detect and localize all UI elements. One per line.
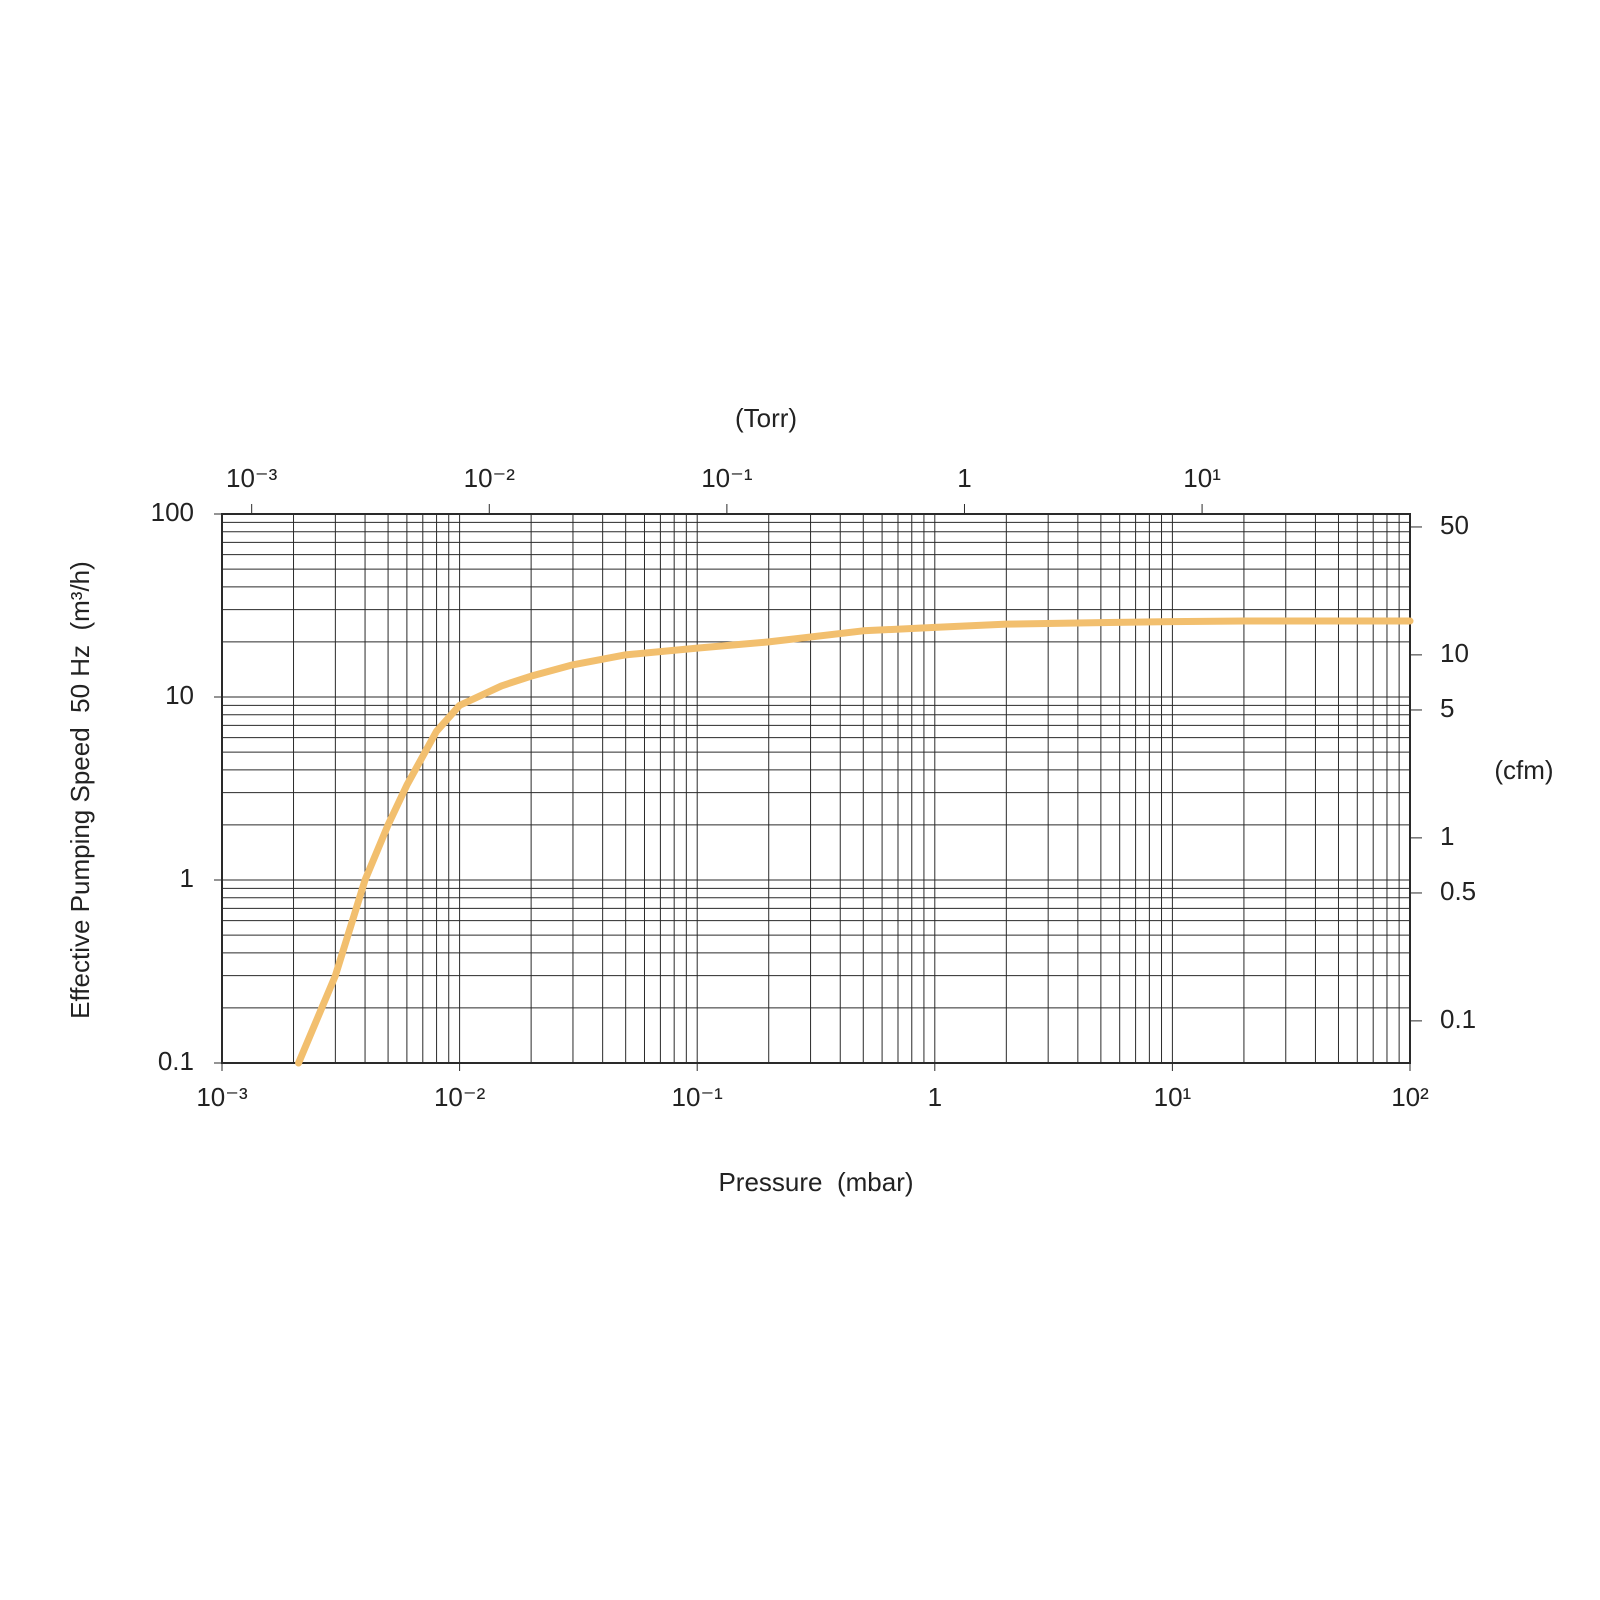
y-axis-label: Effective Pumping Speed 50 Hz (m³/h) (65, 561, 95, 1019)
y2-tick-label: 10 (1440, 638, 1469, 668)
x-tick-label: 10⁻² (434, 1082, 486, 1112)
x2-tick-label: 10⁻³ (226, 463, 278, 493)
y2-tick-label: 50 (1440, 510, 1469, 540)
x2-axis-label: (Torr) (735, 403, 797, 433)
x-tick-label: 10² (1391, 1082, 1429, 1112)
y-tick-label: 100 (151, 497, 194, 527)
data-line (295, 617, 1414, 1067)
y2-tick-label: 5 (1440, 693, 1454, 723)
y2-tick-label: 0.5 (1440, 876, 1476, 906)
x-tick-label: 10⁻³ (196, 1082, 248, 1112)
x2-tick-label: 10⁻¹ (701, 463, 753, 493)
x-axis-label: Pressure (mbar) (718, 1167, 913, 1197)
x2-tick-label: 10¹ (1183, 463, 1221, 493)
x2-tick-label: 1 (957, 463, 971, 493)
y-tick-label: 1 (180, 863, 194, 893)
x2-tick-label: 10⁻² (464, 463, 516, 493)
y-tick-label: 10 (165, 680, 194, 710)
y-tick-label: 0.1 (158, 1046, 194, 1076)
x-tick-label: 10¹ (1154, 1082, 1192, 1112)
plot-frame (221, 513, 1411, 1064)
x-tick-label: 10⁻¹ (672, 1082, 724, 1112)
y2-tick-label: 1 (1440, 821, 1454, 851)
y2-tick-label: 0.1 (1440, 1004, 1476, 1034)
y2-axis-label: (cfm) (1494, 755, 1553, 785)
x-tick-label: 1 (928, 1082, 942, 1112)
